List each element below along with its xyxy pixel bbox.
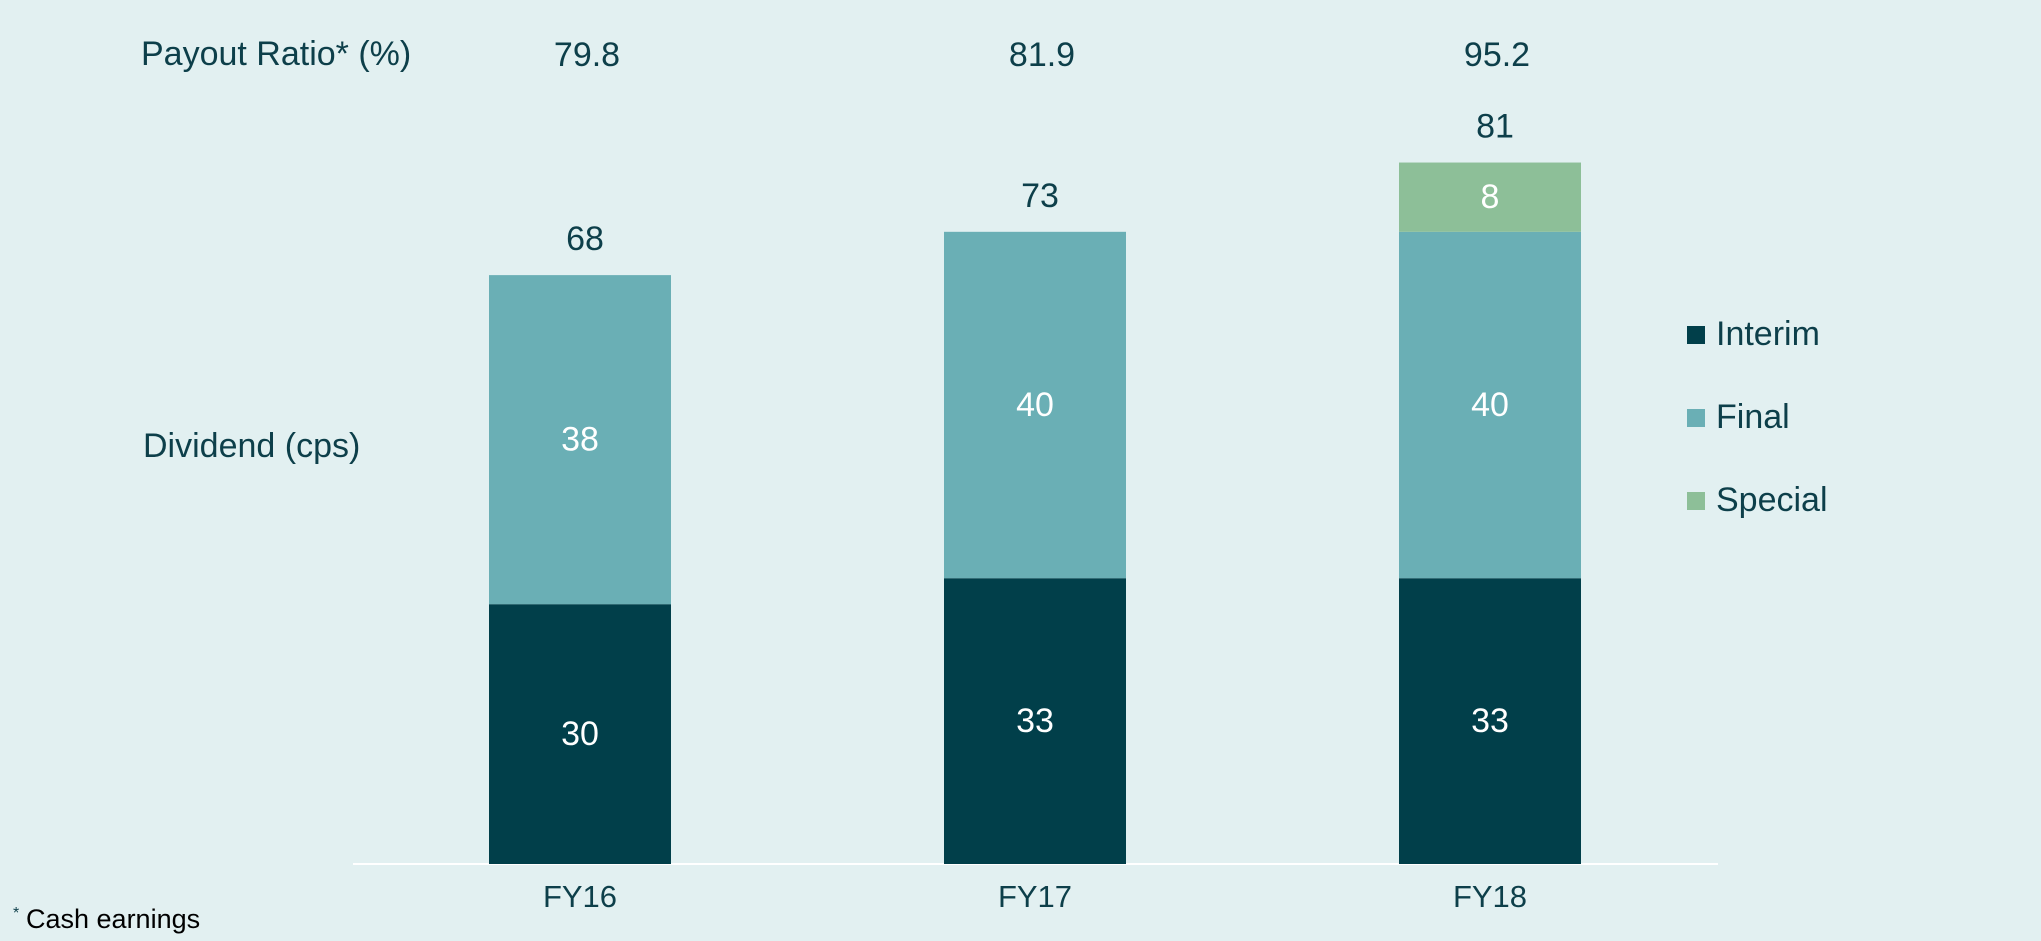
segment-label: 40: [1471, 386, 1509, 424]
footnote: Cash earnings: [26, 904, 200, 934]
legend-label: Interim: [1716, 315, 1820, 353]
total-label: 68: [566, 220, 604, 258]
segment-label: 30: [561, 715, 599, 753]
legend-label: Special: [1716, 481, 1828, 519]
segment-label: 33: [1471, 702, 1509, 740]
payout-label: Payout Ratio* (%): [141, 35, 411, 73]
x-tick-label: FY17: [998, 879, 1072, 914]
bar-segment: [944, 231, 1126, 579]
legend-label: Final: [1716, 398, 1790, 436]
payout-value: 79.8: [554, 36, 620, 74]
payout-value: 81.9: [1009, 36, 1075, 74]
bar-segment: [944, 578, 1126, 864]
segment-label: 40: [1016, 386, 1054, 424]
segment-label: 33: [1016, 702, 1054, 740]
bar-segment: [1399, 231, 1581, 579]
bar-segment: [1399, 578, 1581, 864]
total-label: 81: [1476, 108, 1514, 146]
legend-swatch: [1687, 326, 1705, 344]
segment-label: 8: [1481, 178, 1500, 216]
bar-segment: [489, 275, 671, 605]
x-tick-label: FY16: [543, 879, 617, 914]
value-axis-label: Dividend (cps): [143, 427, 360, 465]
total-label: 73: [1021, 177, 1059, 215]
x-tick-label: FY18: [1453, 879, 1527, 914]
legend-swatch: [1687, 492, 1705, 510]
segment-label: 38: [561, 421, 599, 459]
bar-segment: [489, 604, 671, 864]
payout-value: 95.2: [1464, 36, 1530, 74]
footnote-marker: *: [13, 905, 19, 922]
legend-swatch: [1687, 409, 1705, 427]
bar-segment: [1399, 162, 1581, 232]
